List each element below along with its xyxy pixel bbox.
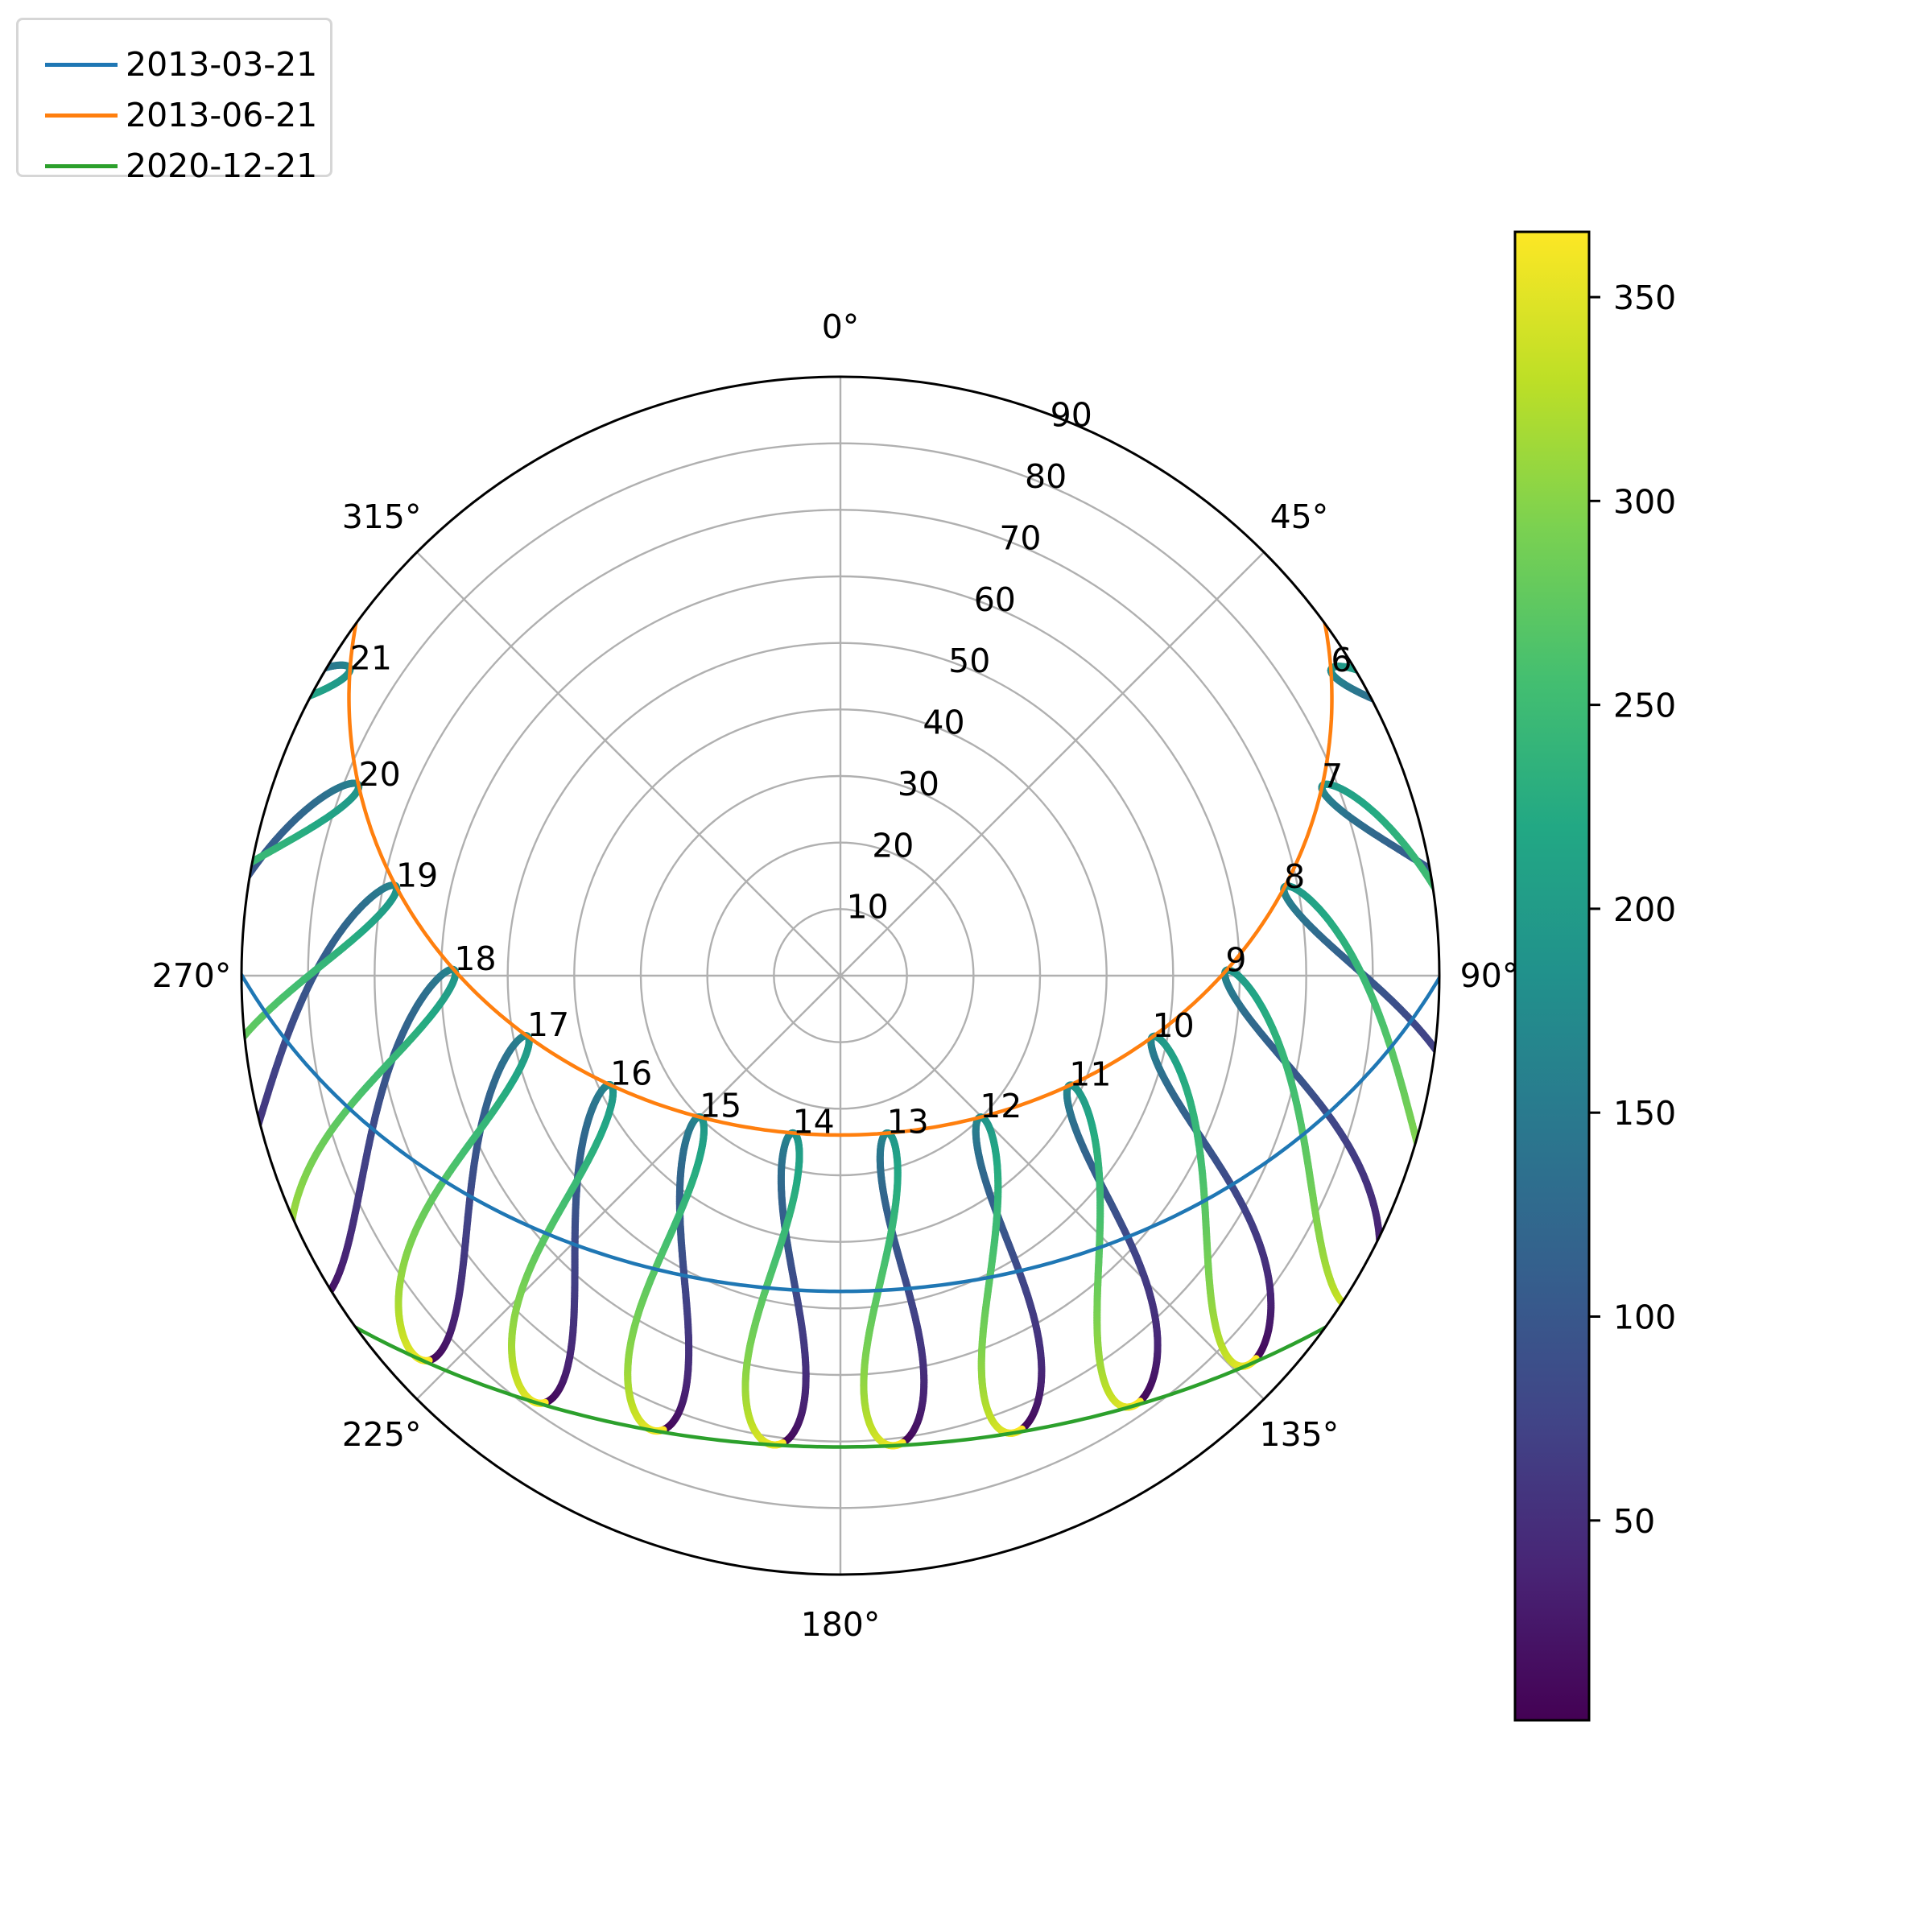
hour-label: 11 (1069, 1055, 1111, 1093)
r-tick-labels: 10 20 30 40 50 60 70 80 90 (847, 396, 1092, 927)
colorbar-gradient (1515, 232, 1589, 1720)
analemma-hour-8 (1280, 882, 1439, 1198)
analemma-hour-18 (286, 965, 460, 1306)
r-tick-label: 20 (872, 826, 914, 865)
r-tick-label: 60 (974, 580, 1016, 619)
colorbar-tick-label: 300 (1613, 482, 1676, 521)
day-line-2020-12-21 (345, 1319, 1340, 1449)
hour-label: 20 (359, 755, 401, 794)
colorbar-tick-label: 150 (1613, 1094, 1676, 1133)
hour-label: 12 (980, 1087, 1022, 1125)
colorbar-tick-label: 100 (1613, 1298, 1676, 1337)
polar-frame (240, 375, 1441, 1576)
hour-label: 14 (793, 1102, 835, 1141)
colorbar-tick-label: 50 (1613, 1502, 1655, 1541)
theta-tick-label: 45° (1270, 497, 1329, 536)
day-line-2013-03-21 (242, 962, 1439, 1294)
hour-label: 18 (454, 939, 496, 978)
colorbar-tick-label: 350 (1613, 279, 1676, 317)
theta-tick-label: 180° (801, 1605, 881, 1644)
analemma-hour-9 (1221, 966, 1384, 1313)
colorbar-frame (1513, 230, 1591, 1722)
legend-line-blue (45, 62, 118, 67)
legend-line-green (45, 163, 118, 168)
analemma-hour-21 (265, 661, 354, 714)
colorbar: 50 100 150 200 250 300 350 (1513, 230, 1676, 1722)
hour-label: 9 (1225, 941, 1246, 980)
hour-label: 17 (527, 1005, 569, 1044)
hour-label: 15 (700, 1087, 741, 1125)
day-line-2013-06-21 (347, 609, 1334, 1137)
legend-label: 2013-03-21 (126, 44, 318, 84)
analemma-hour-20 (242, 779, 363, 898)
legend: 2013-03-21 2013-06-21 2020-12-21 (16, 18, 332, 182)
theta-tick-label: 270° (152, 956, 232, 995)
colorbar-tick-label: 250 (1613, 687, 1676, 725)
hour-label: 19 (396, 856, 438, 894)
r-tick-label: 40 (923, 704, 964, 742)
r-tick-label: 70 (999, 518, 1041, 557)
legend-line-orange (45, 113, 118, 118)
analemma-hour-13 (860, 1129, 928, 1450)
r-tick-label: 50 (948, 642, 990, 680)
hour-label: 13 (887, 1103, 929, 1141)
theta-gridline (416, 975, 841, 1400)
theta-tick-label: 90° (1460, 956, 1519, 995)
analemma-hour-15 (624, 1113, 708, 1435)
analemma-hour-7 (1318, 780, 1439, 906)
day-lines-layer (242, 609, 1439, 1449)
hour-label: 8 (1284, 857, 1305, 896)
theta-tick-label: 225° (342, 1415, 422, 1454)
legend-label: 2013-06-21 (126, 95, 318, 134)
theta-tick-labels: 0° 45° 90° 135° 180° 225° 270° 315° (152, 308, 1519, 1644)
theta-gridline (840, 975, 1265, 1400)
legend-label: 2020-12-21 (126, 146, 318, 185)
theta-tick-label: 315° (342, 497, 422, 536)
theta-gridline (840, 551, 1265, 976)
r-tick-label: 80 (1025, 457, 1067, 496)
theta-gridline (416, 551, 841, 976)
polar-grid (242, 377, 1439, 1575)
analemma-hour-16 (508, 1081, 617, 1407)
colorbar-tick-label: 200 (1613, 890, 1676, 929)
analemma-hour-11 (1063, 1081, 1162, 1411)
hour-label: 16 (610, 1055, 652, 1093)
hour-label: 10 (1153, 1006, 1195, 1045)
r-tick-label: 10 (847, 888, 889, 927)
theta-tick-label: 135° (1260, 1415, 1340, 1454)
theta-tick-label: 0° (822, 308, 860, 346)
hour-label: 21 (350, 639, 392, 678)
hour-labels: 6 7 8 9 10 11 12 13 14 15 16 17 18 19 20 21 (350, 639, 1352, 1141)
hour-label: 6 (1331, 641, 1352, 679)
r-tick-label: 90 (1051, 396, 1092, 435)
r-tick-label: 30 (898, 765, 939, 803)
hour-label: 7 (1322, 757, 1343, 795)
